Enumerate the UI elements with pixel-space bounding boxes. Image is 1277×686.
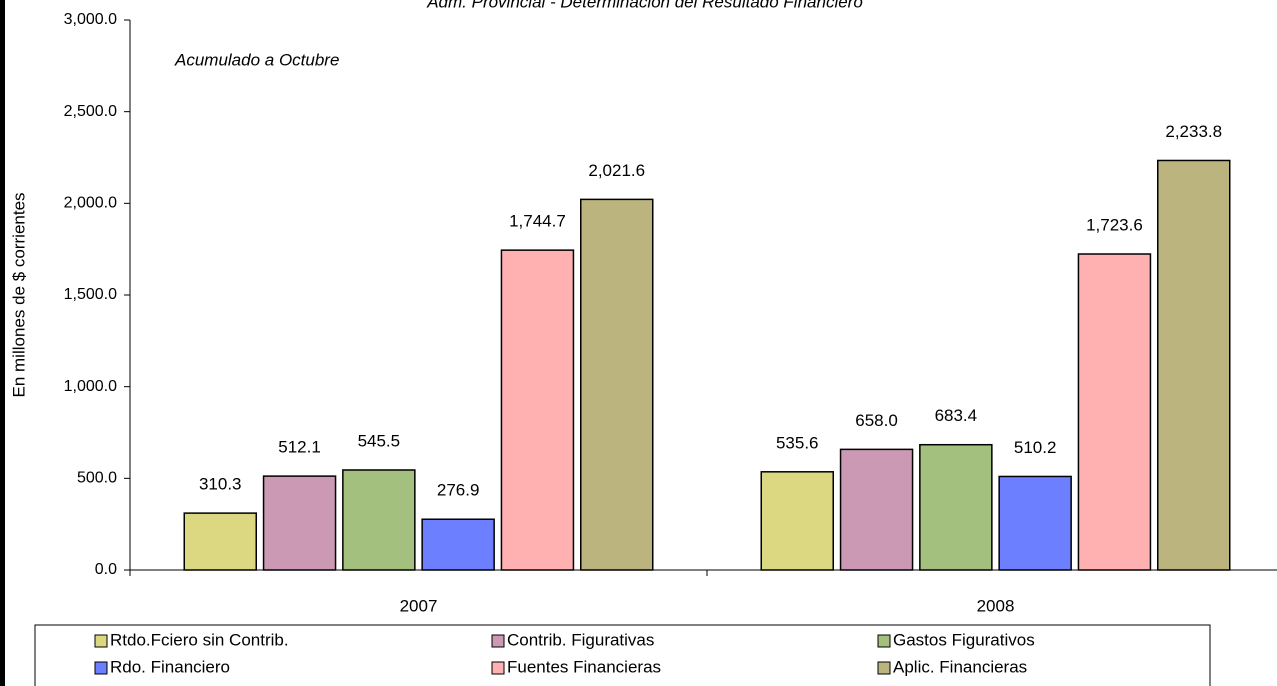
bar: [998, 475, 1072, 571]
value-label: 535.6: [776, 433, 819, 452]
annotation: Acumulado a Octubre: [174, 50, 339, 69]
legend-label: Gastos Figurativos: [893, 630, 1035, 649]
bar: [919, 443, 993, 571]
bar: [580, 198, 654, 571]
chart-title: Adm. Provincial - Determinación del Resu…: [426, 0, 863, 11]
y-tick-label: 3,000.0: [64, 11, 117, 28]
legend-label: Rtdo.Fciero sin Contrib.: [110, 630, 289, 649]
y-tick-label: 1,000.0: [64, 378, 117, 395]
y-axis-label: En millones de $ corrientes: [9, 192, 28, 397]
bar: [1077, 253, 1152, 571]
legend-swatch: [491, 661, 505, 675]
x-tick-label: 2008: [977, 596, 1015, 615]
bar: [1157, 159, 1231, 571]
bar: [421, 518, 495, 571]
legend-label: Rdo. Financiero: [110, 657, 230, 676]
legend-swatch: [94, 661, 108, 675]
y-tick-label: 2,000.0: [64, 195, 117, 212]
value-label: 545.5: [358, 431, 401, 450]
value-label: 310.3: [199, 475, 242, 494]
legend: [34, 624, 1211, 686]
legend-label: Contrib. Figurativas: [507, 630, 654, 649]
bar: [183, 512, 257, 571]
y-tick-label: 0.0: [95, 561, 117, 578]
y-tick-label: 500.0: [77, 470, 117, 487]
bar: [342, 469, 416, 571]
x-tick-label: 2007: [400, 596, 438, 615]
value-label: 1,723.6: [1086, 215, 1143, 234]
legend-swatch: [877, 634, 891, 648]
y-tick-label: 1,500.0: [64, 286, 117, 303]
bar: [760, 471, 834, 571]
legend-label: Fuentes Financieras: [507, 657, 661, 676]
left-border: [0, 0, 5, 686]
y-tick-label: 2,500.0: [64, 103, 117, 120]
bar: [839, 448, 914, 571]
value-label: 683.4: [935, 406, 978, 425]
value-label: 2,021.6: [588, 161, 645, 180]
legend-label: Aplic. Financieras: [893, 657, 1027, 676]
value-label: 2,233.8: [1165, 122, 1222, 141]
value-label: 658.0: [855, 411, 898, 430]
legend-swatch: [94, 634, 108, 648]
bar: [262, 475, 337, 571]
bar: [500, 249, 575, 571]
legend-swatch: [877, 661, 891, 675]
legend-swatch: [491, 634, 505, 648]
value-label: 276.9: [437, 481, 480, 500]
value-label: 512.1: [278, 438, 321, 457]
value-label: 510.2: [1014, 438, 1057, 457]
value-label: 1,744.7: [509, 212, 566, 231]
